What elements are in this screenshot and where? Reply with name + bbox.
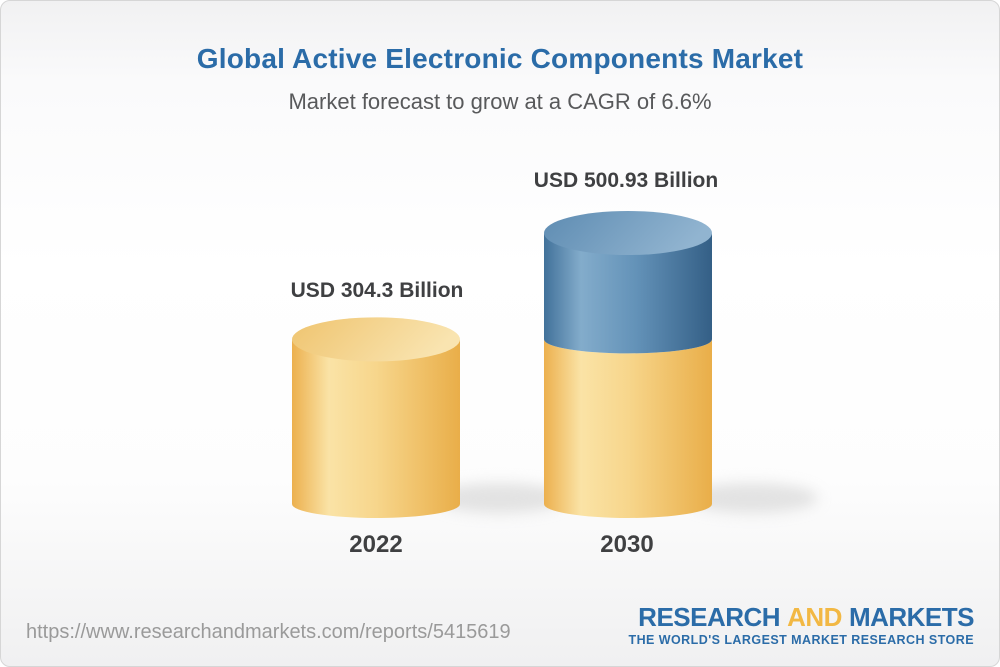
bar-top-2022 (292, 317, 460, 362)
logo-word-and: AND (787, 602, 842, 632)
bar-segment-2030-base (544, 339, 712, 518)
logo-word-markets: MARKETS (848, 602, 975, 632)
bar-shadow-2030 (686, 483, 818, 513)
bar-segment-2022-base (292, 339, 460, 518)
bar-top-2030 (544, 211, 712, 255)
brand-logo-wordmark: RESEARCH AND MARKETS (628, 604, 974, 630)
chart-subtitle: Market forecast to grow at a CAGR of 6.6… (288, 89, 712, 114)
bar-segment-2030-growth (544, 233, 712, 354)
brand-logo: RESEARCH AND MARKETS THE WORLD'S LARGEST M… (628, 604, 974, 647)
chart-title: Global Active Electronic Components Mark… (196, 43, 804, 74)
logo-word-research: RESEARCH (638, 602, 781, 632)
bar-value-label-2030: USD 500.93 Billion (533, 169, 719, 192)
brand-logo-tagline: THE WORLD'S LARGEST MARKET RESEARCH STOR… (628, 633, 974, 647)
bar-value-label-2022: USD 304.3 Billion (290, 279, 464, 302)
bar-shadow-2022 (434, 483, 566, 513)
bar-category-label-2030: 2030 (600, 531, 654, 558)
chart-bars (292, 211, 818, 518)
source-url-link[interactable]: https://www.researchandmarkets.com/repor… (26, 621, 511, 643)
bar-category-label-2022: 2022 (349, 531, 403, 558)
